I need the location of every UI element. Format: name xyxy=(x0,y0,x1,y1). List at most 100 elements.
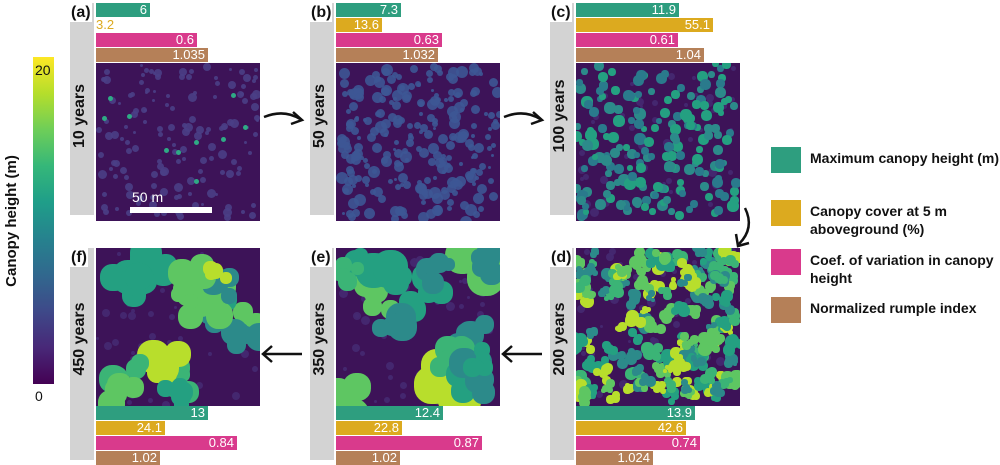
tree-crown xyxy=(602,286,610,294)
canopy-texture xyxy=(466,172,477,183)
canopy-texture xyxy=(438,134,448,144)
canopy-texture xyxy=(388,113,397,122)
tree-crown xyxy=(194,140,199,145)
tree-crown xyxy=(649,291,654,296)
canopy-texture xyxy=(394,149,403,158)
tree-crown xyxy=(624,178,636,190)
canopy-texture xyxy=(400,393,406,399)
canopy-texture xyxy=(152,99,155,102)
tree-crown xyxy=(666,380,676,390)
canopy-texture xyxy=(111,160,117,166)
tree-crown xyxy=(714,206,723,215)
canopy-texture xyxy=(196,126,204,134)
tree-crown xyxy=(679,350,687,358)
canopy-texture xyxy=(208,352,212,356)
canopy-texture xyxy=(489,192,498,201)
tree-crown xyxy=(694,124,701,131)
tree-crown xyxy=(676,151,685,160)
canopy-texture xyxy=(141,73,145,77)
tree-crown xyxy=(677,340,682,345)
tree-crown xyxy=(231,93,236,98)
canopy-texture xyxy=(419,148,429,158)
canopy-texture xyxy=(650,337,656,343)
tree-crown xyxy=(601,364,612,375)
tree-crown xyxy=(652,352,661,361)
tree-crown xyxy=(722,63,731,69)
canopy-texture xyxy=(628,340,631,343)
tree-crown xyxy=(706,324,711,329)
panel-sidebar xyxy=(310,3,334,215)
tree-crown xyxy=(713,394,721,402)
tree-crown xyxy=(663,369,667,373)
canopy-texture xyxy=(728,170,733,175)
canopy-texture xyxy=(172,143,176,147)
legend-swatch xyxy=(771,200,801,226)
rumple-index-bar: 1.032 xyxy=(336,48,438,62)
canopy-texture xyxy=(208,143,216,151)
tree-crown xyxy=(732,377,740,385)
tree-crown xyxy=(706,336,716,346)
canopy-texture xyxy=(489,78,498,87)
canopy-texture xyxy=(125,140,130,145)
tree-crown xyxy=(687,345,695,353)
tree-crown xyxy=(715,159,725,169)
tree-crown xyxy=(577,270,581,274)
tree-crown xyxy=(623,144,630,151)
canopy-texture xyxy=(346,166,354,174)
canopy-texture xyxy=(477,311,484,318)
tree-crown xyxy=(576,131,582,142)
coef-variation-bar: 0.6 xyxy=(96,33,197,47)
canopy-texture xyxy=(694,93,698,97)
tree-crown xyxy=(642,306,648,312)
canopy-texture xyxy=(577,305,585,313)
canopy-texture xyxy=(125,183,133,191)
canopy-texture xyxy=(472,182,476,186)
canopy-texture xyxy=(364,163,370,169)
tree-crown xyxy=(704,389,712,397)
canopy-texture xyxy=(421,200,426,205)
canopy-texture xyxy=(446,302,455,311)
tree-crown xyxy=(673,112,682,121)
canopy-texture xyxy=(708,168,717,177)
coef-variation-bar: 0.74 xyxy=(576,436,700,450)
tree-crown xyxy=(637,268,645,276)
tree-crown xyxy=(595,199,606,210)
canopy-texture xyxy=(348,175,358,185)
canopy-texture xyxy=(360,351,365,356)
canopy-texture xyxy=(455,176,466,187)
canopy-texture xyxy=(241,210,245,214)
tree-crown xyxy=(691,355,696,360)
canopy-texture xyxy=(174,183,183,192)
tree-crown xyxy=(713,262,724,273)
canopy-texture xyxy=(252,90,260,99)
tree-crown xyxy=(640,310,644,314)
canopy-texture xyxy=(471,105,480,114)
canopy-texture xyxy=(230,119,239,128)
canopy-texture xyxy=(362,176,370,184)
canopy-texture xyxy=(341,151,349,159)
canopy-texture xyxy=(460,216,472,221)
tree-crown xyxy=(722,135,732,145)
canopy-texture xyxy=(354,143,363,152)
canopy-texture xyxy=(485,134,491,140)
canopy-cover-bar: 42.6 xyxy=(576,421,686,435)
arrow-c-to-d xyxy=(734,207,751,248)
canopy-texture xyxy=(353,149,363,159)
canopy-texture xyxy=(473,211,480,218)
canopy-texture xyxy=(430,63,438,71)
canopy-texture xyxy=(148,311,154,317)
scale-bar xyxy=(130,207,212,213)
tree-crown xyxy=(712,345,720,353)
canopy-texture xyxy=(145,88,150,93)
tree-crown xyxy=(670,281,676,287)
canopy-texture xyxy=(223,208,232,217)
tree-crown xyxy=(614,105,623,114)
canopy-texture xyxy=(349,102,358,111)
canopy-texture xyxy=(338,145,346,153)
panel-label: (f) xyxy=(70,248,88,267)
canopy-texture xyxy=(241,350,249,358)
canopy-texture xyxy=(399,162,403,166)
tree-crown xyxy=(646,259,655,268)
tree-crown xyxy=(587,332,594,339)
canopy-texture xyxy=(629,125,635,131)
